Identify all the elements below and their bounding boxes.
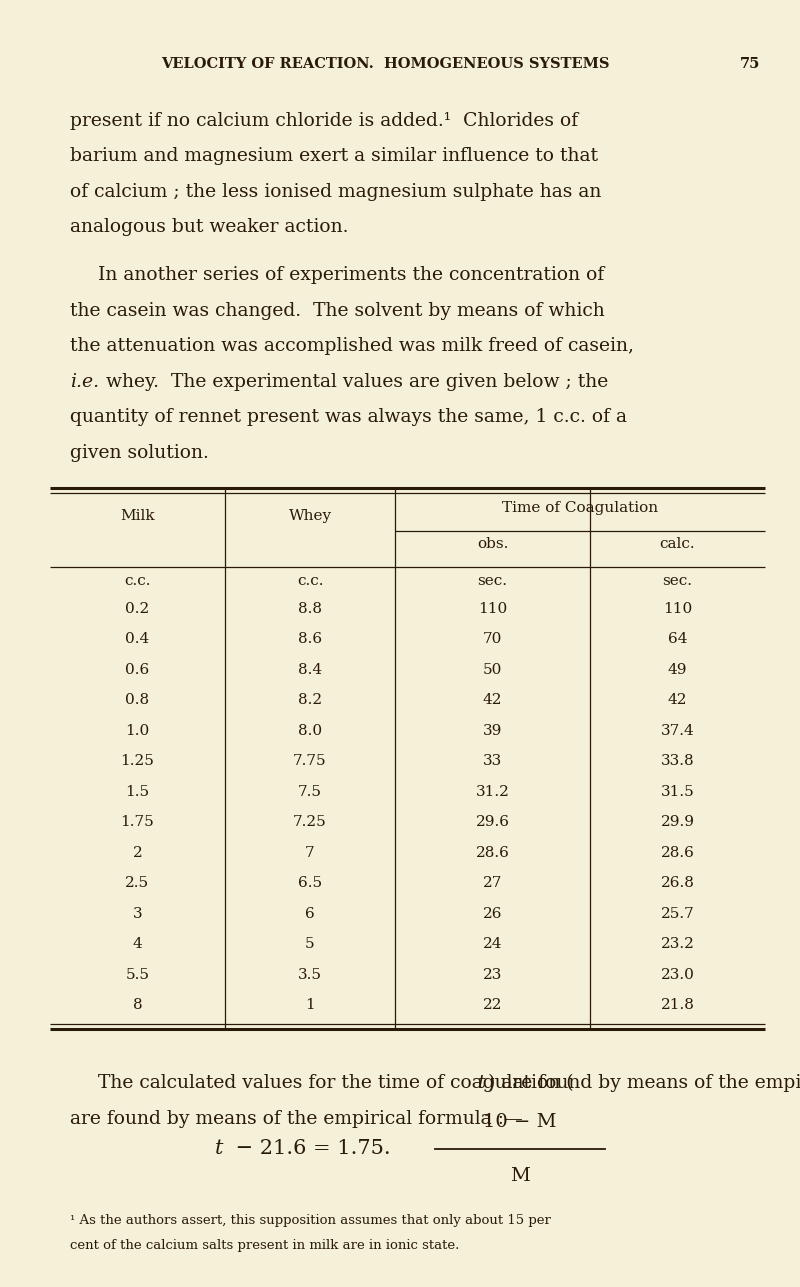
- Text: 0.8: 0.8: [126, 694, 150, 708]
- Text: 110: 110: [663, 602, 692, 615]
- Text: In another series of experiments the concentration of: In another series of experiments the con…: [98, 266, 604, 284]
- Text: 49: 49: [668, 663, 687, 677]
- Text: 28.6: 28.6: [475, 846, 510, 860]
- Text: barium and magnesium exert a similar influence to that: barium and magnesium exert a similar inf…: [70, 148, 598, 166]
- Text: ) are found by means of the empirical formula :—: ) are found by means of the empirical fo…: [488, 1075, 800, 1093]
- Text: 26: 26: [482, 907, 502, 920]
- Text: 7.75: 7.75: [293, 754, 327, 768]
- Text: 50: 50: [483, 663, 502, 677]
- Text: whey.  The experimental values are given below ; the: whey. The experimental values are given …: [100, 373, 608, 391]
- Text: analogous but weaker action.: analogous but weaker action.: [70, 219, 349, 237]
- Text: given solution.: given solution.: [70, 444, 209, 462]
- Text: 2: 2: [133, 846, 142, 860]
- Text: obs.: obs.: [477, 537, 508, 551]
- Text: c.c.: c.c.: [124, 574, 150, 588]
- Text: 5.5: 5.5: [126, 968, 150, 982]
- Text: quantity of rennet present was always the same, 1 c.c. of a: quantity of rennet present was always th…: [70, 408, 627, 426]
- Text: 1.0: 1.0: [126, 723, 150, 737]
- Text: 7.5: 7.5: [298, 785, 322, 799]
- Text: 0.4: 0.4: [126, 632, 150, 646]
- Text: are found by means of the empirical formula :—: are found by means of the empirical form…: [70, 1109, 522, 1127]
- Text: sec.: sec.: [478, 574, 507, 588]
- Text: 110: 110: [478, 602, 507, 615]
- Text: of calcium ; the less ionised magnesium sulphate has an: of calcium ; the less ionised magnesium …: [70, 183, 602, 201]
- Text: 28.6: 28.6: [661, 846, 694, 860]
- Text: The calculated values for the time of coagulation (: The calculated values for the time of co…: [98, 1075, 574, 1093]
- Text: 1.75: 1.75: [121, 815, 154, 829]
- Text: 8.0: 8.0: [298, 723, 322, 737]
- Text: the attenuation was accomplished was milk freed of casein,: the attenuation was accomplished was mil…: [70, 337, 634, 355]
- Text: 37.4: 37.4: [661, 723, 694, 737]
- Text: 8.2: 8.2: [298, 694, 322, 708]
- Text: Whey: Whey: [289, 510, 331, 524]
- Text: 26.8: 26.8: [661, 876, 694, 891]
- Text: 42: 42: [668, 694, 687, 708]
- Text: 7.25: 7.25: [293, 815, 327, 829]
- Text: 29.6: 29.6: [475, 815, 510, 829]
- Text: 7: 7: [305, 846, 315, 860]
- Text: 25.7: 25.7: [661, 907, 694, 920]
- Text: 1.5: 1.5: [126, 785, 150, 799]
- Text: 6.5: 6.5: [298, 876, 322, 891]
- Text: t: t: [478, 1075, 486, 1093]
- Text: M: M: [510, 1167, 530, 1185]
- Text: 0.6: 0.6: [126, 663, 150, 677]
- Text: 3.5: 3.5: [298, 968, 322, 982]
- Text: 8.8: 8.8: [298, 602, 322, 615]
- Text: 6: 6: [305, 907, 315, 920]
- Text: 0.2: 0.2: [126, 602, 150, 615]
- Text: 42: 42: [482, 694, 502, 708]
- Text: Milk: Milk: [120, 510, 155, 524]
- Text: sec.: sec.: [662, 574, 693, 588]
- Text: calc.: calc.: [660, 537, 695, 551]
- Text: present if no calcium chloride is added.¹  Chlorides of: present if no calcium chloride is added.…: [70, 112, 578, 130]
- Text: 39: 39: [483, 723, 502, 737]
- Text: 2.5: 2.5: [126, 876, 150, 891]
- Text: VELOCITY OF REACTION.  HOMOGENEOUS SYSTEMS: VELOCITY OF REACTION. HOMOGENEOUS SYSTEM…: [161, 57, 610, 71]
- Text: 1: 1: [305, 999, 315, 1013]
- Text: 75: 75: [740, 57, 760, 71]
- Text: i.e.: i.e.: [70, 373, 99, 391]
- Text: 4: 4: [133, 937, 142, 951]
- Text: 22: 22: [482, 999, 502, 1013]
- Text: 33: 33: [483, 754, 502, 768]
- Text: 24: 24: [482, 937, 502, 951]
- Text: 64: 64: [668, 632, 687, 646]
- Text: 1.25: 1.25: [121, 754, 154, 768]
- Text: 23.0: 23.0: [661, 968, 694, 982]
- Text: 3: 3: [133, 907, 142, 920]
- Text: 31.5: 31.5: [661, 785, 694, 799]
- Text: t: t: [215, 1139, 223, 1158]
- Text: c.c.: c.c.: [297, 574, 323, 588]
- Text: 23.2: 23.2: [661, 937, 694, 951]
- Text: 8.6: 8.6: [298, 632, 322, 646]
- Text: 8.4: 8.4: [298, 663, 322, 677]
- Text: 5: 5: [305, 937, 315, 951]
- Text: 31.2: 31.2: [475, 785, 510, 799]
- Text: the casein was changed.  The solvent by means of which: the casein was changed. The solvent by m…: [70, 302, 605, 320]
- Text: 23: 23: [483, 968, 502, 982]
- Text: ¹ As the authors assert, this supposition assumes that only about 15 per: ¹ As the authors assert, this suppositio…: [70, 1214, 551, 1227]
- Text: 33.8: 33.8: [661, 754, 694, 768]
- Text: Time of Coagulation: Time of Coagulation: [502, 502, 658, 515]
- Text: 27: 27: [483, 876, 502, 891]
- Text: 21.8: 21.8: [661, 999, 694, 1013]
- Text: − 21.6 = 1.75.: − 21.6 = 1.75.: [229, 1139, 390, 1158]
- Text: 70: 70: [483, 632, 502, 646]
- Text: 10 − M: 10 − M: [483, 1113, 557, 1131]
- Text: 29.9: 29.9: [661, 815, 694, 829]
- Text: cent of the calcium salts present in milk are in ionic state.: cent of the calcium salts present in mil…: [70, 1238, 459, 1251]
- Text: 8: 8: [133, 999, 142, 1013]
